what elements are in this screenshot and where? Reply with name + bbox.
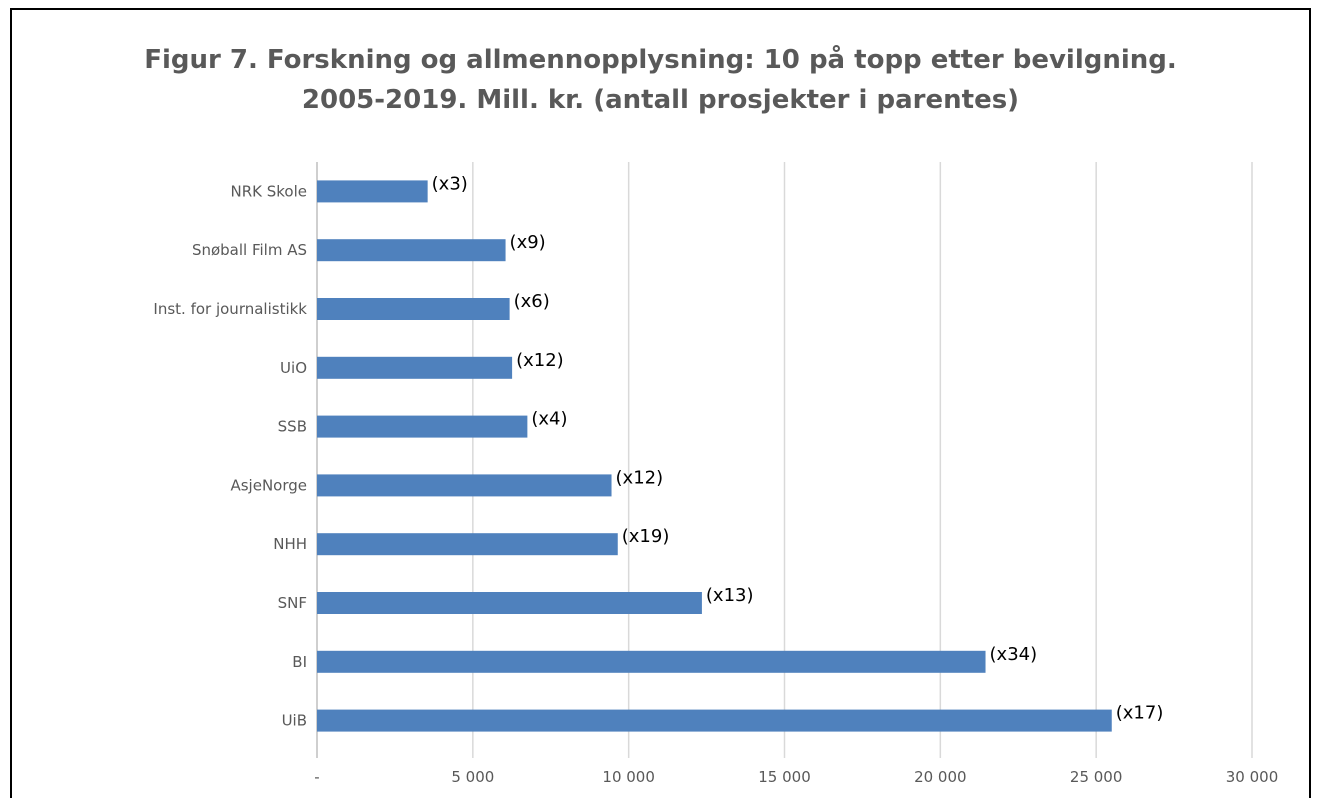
bar [317,650,986,673]
category-label: NRK Skole [231,182,308,200]
chart-subtitle: 2005-2019. Mill. kr. (antall prosjekter … [301,85,1020,115]
data-label: (x3) [432,173,468,194]
x-tick-label: 10 000 [602,768,655,786]
category-label: Inst. for journalistikk [153,300,307,318]
bar [317,180,428,203]
bar [317,356,513,379]
category-label: SNF [278,594,307,612]
x-tick-label: 30 000 [1226,768,1279,786]
data-label: (x17) [1116,703,1164,724]
chart-title-block: Figur 7. Forskning og allmennopplysning:… [12,40,1309,120]
x-tick-label: 5 000 [451,768,494,786]
category-label: AsjeNorge [230,476,307,494]
x-tick-label: 15 000 [758,768,811,786]
data-label: (x13) [706,585,754,606]
bar [317,533,618,556]
bar [317,474,612,497]
category-label: Snøball Film AS [192,241,307,259]
bar [317,592,702,614]
bar [317,415,528,438]
data-label: (x34) [990,644,1038,665]
category-label: SSB [278,418,307,436]
category-label: UiO [280,359,307,377]
data-label: (x12) [616,467,664,488]
data-label: (x6) [514,291,550,312]
data-label: (x19) [622,526,670,547]
category-label: NHH [273,535,307,553]
category-label: UiB [282,712,307,730]
chart-title: Figur 7. Forskning og allmennopplysning:… [144,45,1177,75]
bar [317,709,1112,732]
x-tick-label: 25 000 [1070,768,1123,786]
data-label: (x4) [531,409,567,430]
category-label: BI [292,653,307,671]
data-label: (x12) [516,350,564,371]
x-tick-label: - [314,768,319,786]
x-tick-label: 20 000 [914,768,967,786]
bar [317,298,510,320]
data-label: (x9) [510,232,546,253]
bar [317,239,506,262]
